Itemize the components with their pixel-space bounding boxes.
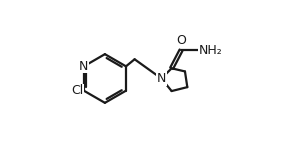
- Text: N: N: [157, 72, 166, 85]
- Text: Cl: Cl: [71, 84, 83, 97]
- Text: O: O: [176, 34, 186, 47]
- Text: NH₂: NH₂: [199, 44, 223, 57]
- Text: N: N: [79, 60, 88, 73]
